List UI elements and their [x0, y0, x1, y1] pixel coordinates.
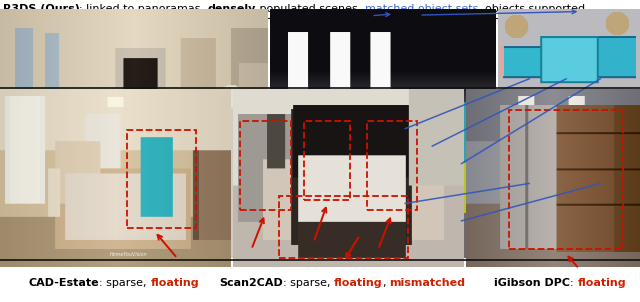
Text: : linked to panoramas,: : linked to panoramas, — [79, 4, 208, 14]
Bar — [509, 111, 623, 249]
Text: , objects supported: , objects supported — [479, 4, 586, 14]
Text: iGibson DPC: iGibson DPC — [494, 278, 570, 288]
Text: populated scenes,: populated scenes, — [256, 4, 365, 14]
Text: :: : — [570, 278, 577, 288]
Bar — [305, 121, 351, 200]
Text: matched object sets: matched object sets — [365, 4, 479, 14]
Text: floating: floating — [334, 278, 383, 288]
Text: floating: floating — [577, 278, 626, 288]
Text: floating: floating — [150, 278, 199, 288]
Text: Scan2CAD: Scan2CAD — [220, 278, 283, 288]
Bar — [279, 196, 408, 258]
Text: CAD-Estate: CAD-Estate — [29, 278, 99, 288]
Text: : sparse,: : sparse, — [99, 278, 150, 288]
Text: R3DS (Ours): R3DS (Ours) — [3, 4, 79, 14]
Bar — [367, 121, 417, 210]
Text: ,: , — [383, 278, 390, 288]
Text: : sparse,: : sparse, — [283, 278, 334, 288]
Text: mismatched: mismatched — [390, 278, 465, 288]
Bar — [127, 130, 196, 228]
Text: HomeYouVision: HomeYouVision — [110, 252, 148, 257]
Bar — [240, 121, 291, 210]
Text: densely: densely — [208, 4, 256, 14]
